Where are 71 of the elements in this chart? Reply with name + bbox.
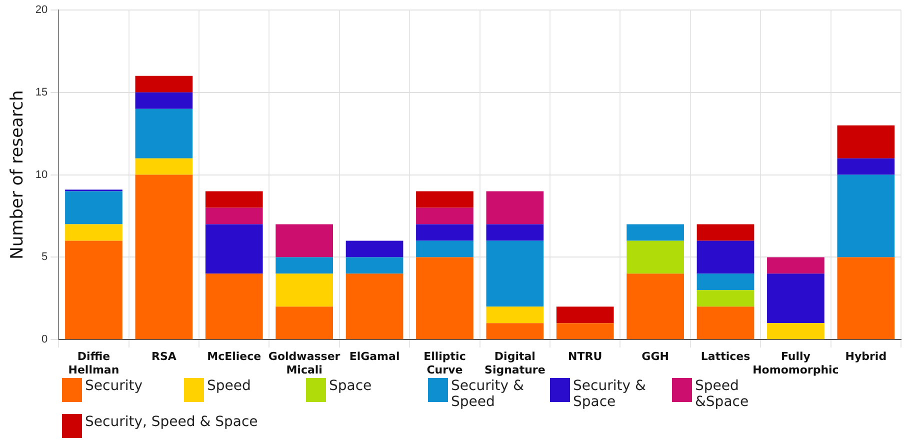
bar <box>65 191 122 224</box>
y-tick-label: 0 <box>42 334 48 346</box>
bar <box>416 257 474 340</box>
x-tick-label: Lattices <box>700 350 751 364</box>
bar <box>837 125 895 158</box>
bar <box>416 208 474 224</box>
bar <box>696 306 754 340</box>
bar <box>205 224 263 274</box>
bar <box>837 174 895 258</box>
bar <box>696 224 754 241</box>
bar <box>767 274 824 324</box>
bar <box>135 174 193 340</box>
legend-label: Security, Speed & Space <box>85 414 258 430</box>
bar <box>696 274 754 290</box>
bar <box>696 240 754 274</box>
bar <box>205 208 263 224</box>
bar <box>276 257 333 274</box>
bar <box>135 76 193 92</box>
legend-label: Security & Speed <box>451 378 525 410</box>
bar <box>346 240 404 258</box>
x-tick-label: Fully Homomorphic <box>752 350 839 376</box>
bar <box>626 274 684 340</box>
bar <box>135 92 193 109</box>
x-tick-label: McEliece <box>207 350 262 364</box>
bar <box>205 191 263 208</box>
bar <box>65 240 122 340</box>
x-tick-label: RSA <box>151 350 177 364</box>
bar <box>626 224 684 241</box>
bar <box>276 306 333 340</box>
y-tick-label: 5 <box>42 251 48 264</box>
legend-label: Speed <box>207 378 251 394</box>
bar <box>696 290 754 307</box>
bar <box>486 306 544 324</box>
bar <box>837 257 895 340</box>
x-tick-label: NTRU <box>568 350 602 364</box>
bar <box>767 257 824 274</box>
x-tick-label: Diffie Hellman <box>68 350 120 376</box>
legend-label: Space <box>329 378 372 394</box>
x-tick-label: GGH <box>642 350 669 364</box>
y-tick-label: 10 <box>35 168 48 181</box>
bar <box>486 191 544 224</box>
bar <box>135 108 193 158</box>
bar <box>276 224 333 258</box>
legend-label: Security <box>85 378 142 394</box>
legend-label: Speed &Space <box>695 378 750 410</box>
bar <box>416 224 474 241</box>
x-tick-label: Elliptic Curve <box>424 350 466 376</box>
bar <box>205 274 263 340</box>
bar <box>486 240 544 307</box>
bar <box>767 323 824 340</box>
bar <box>135 158 193 175</box>
bar <box>486 224 544 241</box>
bar <box>626 240 684 274</box>
bar <box>486 323 544 340</box>
y-tick-label: 20 <box>35 4 48 16</box>
bar <box>65 224 122 241</box>
bar <box>556 306 614 324</box>
legend-label: Security & Space <box>573 378 647 410</box>
bar <box>837 158 895 175</box>
bar <box>416 191 474 208</box>
bar <box>346 257 404 274</box>
x-tick-label: Goldwasser Micali <box>268 350 341 376</box>
bar <box>346 274 404 340</box>
x-tick-label: ElGamal <box>349 350 400 364</box>
x-tick-label: Hybrid <box>845 350 887 364</box>
bar <box>556 323 614 340</box>
x-tick-label: Digital Signature <box>484 350 546 376</box>
y-axis-title: Number of research <box>8 90 28 260</box>
bar <box>276 274 333 307</box>
bar <box>416 240 474 258</box>
y-tick-label: 15 <box>35 86 48 98</box>
